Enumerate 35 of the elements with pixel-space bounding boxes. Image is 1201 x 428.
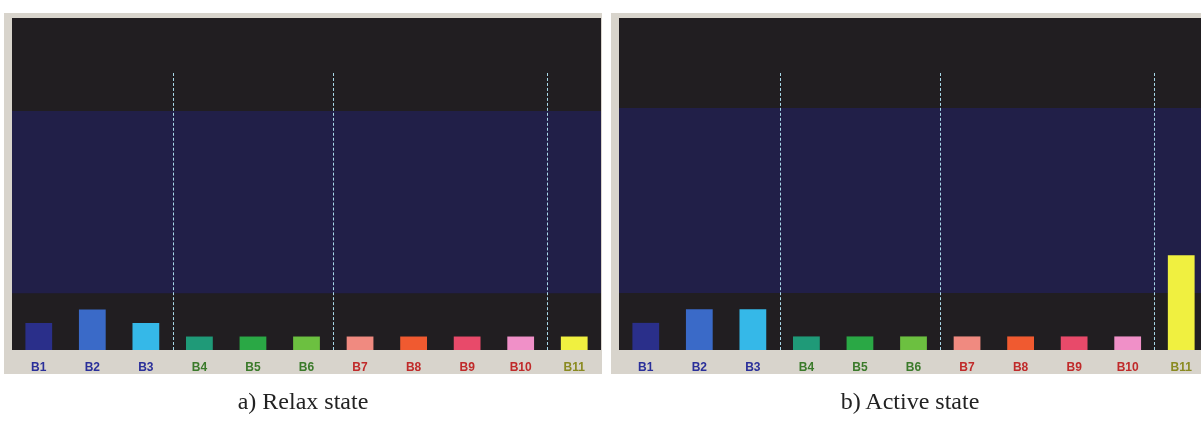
bar bbox=[793, 336, 820, 350]
x-tick-label: B2 bbox=[84, 359, 101, 374]
bar bbox=[739, 309, 767, 350]
bar bbox=[953, 336, 981, 350]
bar bbox=[685, 309, 713, 350]
x-tick-label: B7 bbox=[352, 359, 369, 374]
x-tick-label: B10 bbox=[1116, 359, 1140, 374]
x-tick-label: B11 bbox=[1170, 359, 1193, 374]
x-tick-label: B5 bbox=[852, 359, 868, 374]
x-tick-label: B8 bbox=[405, 359, 422, 374]
bar bbox=[1007, 336, 1034, 350]
bar bbox=[632, 322, 660, 350]
bar bbox=[1060, 336, 1088, 350]
x-tick-label: B3 bbox=[138, 359, 154, 374]
bar bbox=[846, 336, 874, 350]
bar bbox=[1114, 336, 1142, 350]
x-tick-label: B9 bbox=[459, 359, 476, 374]
x-tick-label: B7 bbox=[959, 359, 976, 374]
x-tick-label: B6 bbox=[905, 359, 922, 374]
x-tick-label: B2 bbox=[691, 359, 708, 374]
x-tick-label: B5 bbox=[245, 359, 261, 374]
x-tick-label: B1 bbox=[638, 359, 654, 374]
x-tick-label: B11 bbox=[563, 359, 586, 374]
x-tick-label: B1 bbox=[31, 359, 47, 374]
x-tick-label: B9 bbox=[1066, 359, 1083, 374]
bar bbox=[900, 336, 927, 350]
x-tick-label: B8 bbox=[1012, 359, 1029, 374]
x-tick-label: B3 bbox=[745, 359, 761, 374]
text: b) Active state bbox=[839, 388, 981, 415]
x-tick-label: B10 bbox=[509, 359, 533, 374]
text: a) Relax state bbox=[236, 388, 370, 415]
x-tick-label: B4 bbox=[798, 359, 815, 374]
x-tick-label: B6 bbox=[298, 359, 315, 374]
bar bbox=[1167, 255, 1195, 350]
x-tick-label: B4 bbox=[191, 359, 208, 374]
